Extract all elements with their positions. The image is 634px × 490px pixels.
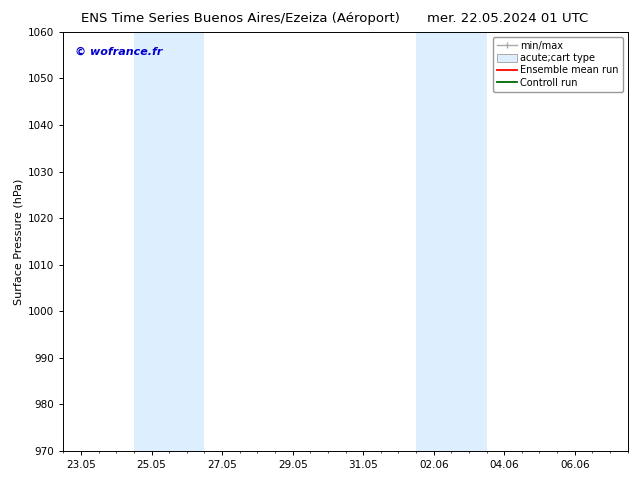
Y-axis label: Surface Pressure (hPa): Surface Pressure (hPa) (14, 178, 24, 304)
Legend: min/max, acute;cart type, Ensemble mean run, Controll run: min/max, acute;cart type, Ensemble mean … (493, 37, 623, 92)
Text: © wofrance.fr: © wofrance.fr (75, 47, 162, 56)
Bar (416, 32, 487, 451)
Text: ENS Time Series Buenos Aires/Ezeiza (Aéroport): ENS Time Series Buenos Aires/Ezeiza (Aér… (82, 12, 400, 25)
Bar (134, 32, 204, 451)
Text: mer. 22.05.2024 01 UTC: mer. 22.05.2024 01 UTC (427, 12, 588, 25)
